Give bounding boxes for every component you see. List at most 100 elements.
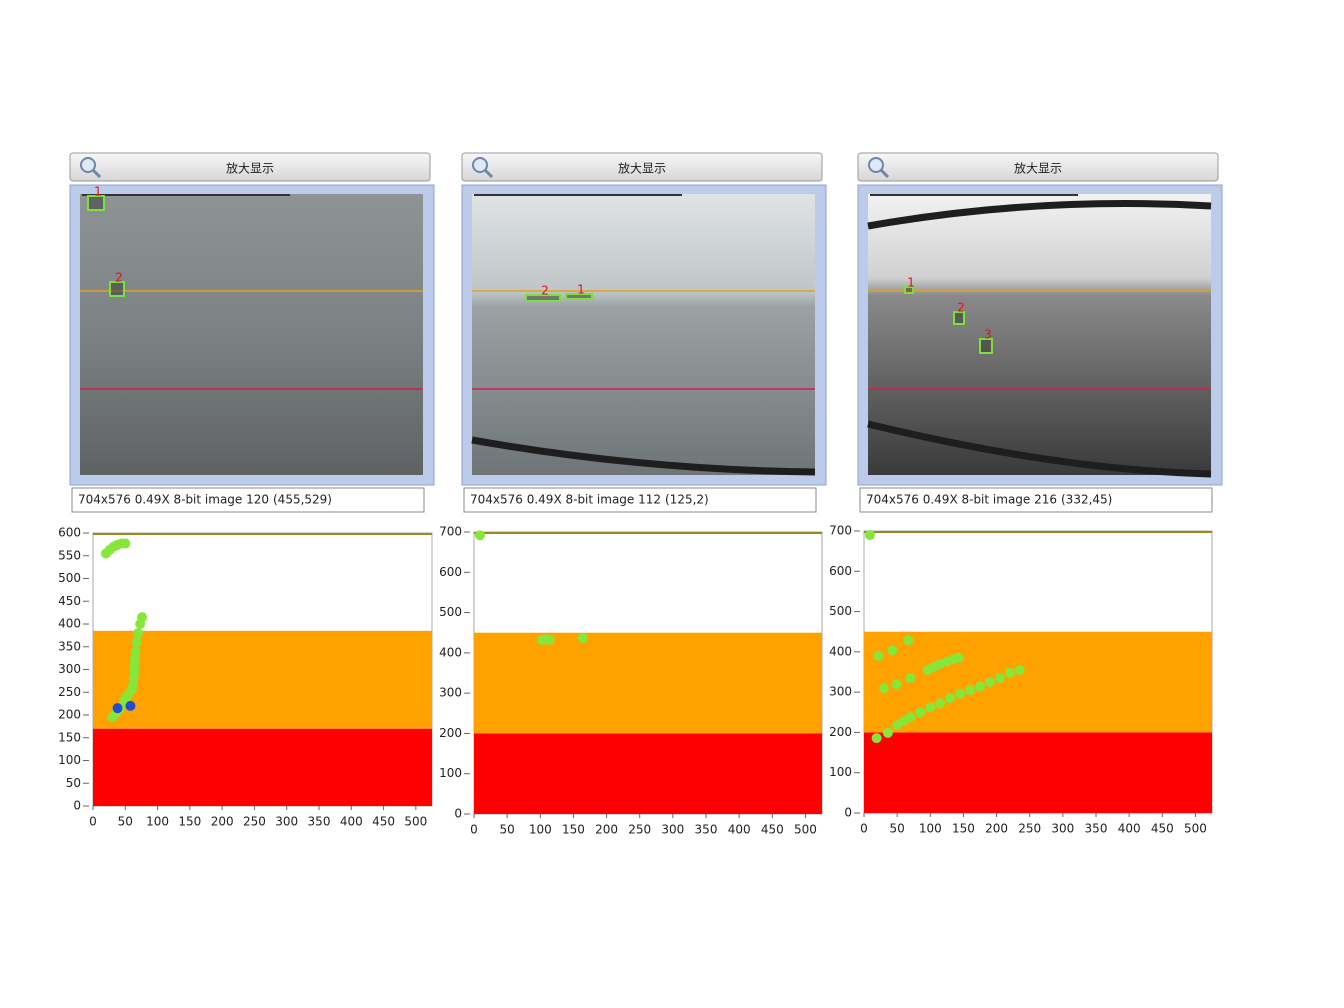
x-tick-label: 300 — [1051, 822, 1074, 836]
x-tick-label: 150 — [178, 815, 201, 829]
x-tick-label: 50 — [890, 822, 905, 836]
track-point — [1004, 667, 1015, 678]
target-box — [979, 338, 993, 354]
zoom-button[interactable] — [461, 152, 823, 182]
zoom-button[interactable] — [69, 152, 431, 182]
y-tick-label: 600 — [829, 564, 852, 578]
track-point — [125, 700, 136, 711]
button-label: 放大显示 — [226, 161, 274, 176]
target-box — [525, 294, 561, 302]
track-point — [112, 703, 123, 714]
target-label: 1 — [577, 283, 585, 297]
x-tick-label: 0 — [860, 822, 868, 836]
magnifier-handle — [879, 168, 890, 179]
target-label: 2 — [115, 271, 123, 285]
y-tick-label: 500 — [58, 571, 81, 585]
x-tick-label: 300 — [275, 815, 298, 829]
y-tick-label: 600 — [439, 565, 462, 579]
threshold-band — [864, 631, 1212, 733]
x-tick-label: 450 — [761, 823, 784, 837]
y-tick-label: 0 — [73, 799, 81, 813]
x-tick-label: 250 — [243, 815, 266, 829]
x-tick-label: 0 — [89, 815, 97, 829]
status-text: 704x576 0.49X 8-bit image 120 — [78, 493, 269, 507]
status-bar — [859, 487, 1213, 513]
x-tick-label: 150 — [952, 822, 975, 836]
y-tick-label: 0 — [454, 807, 462, 821]
track-point — [975, 681, 985, 692]
cable — [867, 200, 1212, 478]
magnifier-handle — [483, 168, 494, 179]
y-tick-label: 50 — [66, 776, 81, 790]
camera-image — [80, 194, 423, 475]
track-point — [864, 530, 875, 541]
x-tick-label: 250 — [1018, 822, 1041, 836]
x-tick-label: 50 — [500, 823, 515, 837]
track-point — [953, 652, 964, 663]
zoom-button[interactable] — [857, 152, 1219, 182]
track-point — [915, 707, 926, 718]
y-tick-label: 350 — [58, 639, 81, 653]
y-tick-label: 400 — [58, 617, 81, 631]
cursor-coords: (455,529) — [273, 493, 332, 507]
x-tick-label: 50 — [118, 815, 133, 829]
target-label: 2 — [541, 284, 549, 298]
track-point — [133, 628, 144, 639]
target-label: 1 — [907, 276, 915, 290]
x-tick-label: 400 — [728, 823, 751, 837]
status-text: 704x576 0.49X 8-bit image 216 — [866, 493, 1057, 507]
x-tick-label: 250 — [628, 823, 651, 837]
x-tick-label: 350 — [1085, 822, 1108, 836]
x-tick-label: 350 — [695, 823, 718, 837]
target-label: 3 — [984, 328, 992, 342]
target-box — [904, 286, 914, 294]
track-point — [137, 612, 148, 623]
track-point — [891, 679, 902, 690]
x-tick-label: 0 — [470, 823, 478, 837]
button-label: 放大显示 — [1014, 161, 1062, 176]
track-point — [965, 685, 976, 696]
cursor-coords: (125,2) — [665, 493, 709, 507]
y-tick-label: 600 — [58, 526, 81, 540]
threshold-band — [864, 732, 1212, 813]
y-tick-label: 200 — [829, 725, 852, 739]
x-tick-label: 200 — [595, 823, 618, 837]
track-point — [903, 635, 914, 646]
y-tick-label: 100 — [829, 765, 852, 779]
x-tick-label: 400 — [1118, 822, 1141, 836]
x-tick-label: 450 — [372, 815, 395, 829]
y-tick-label: 700 — [829, 524, 852, 538]
y-tick-label: 700 — [439, 525, 462, 539]
status-bar — [463, 487, 817, 513]
x-tick-label: 500 — [1184, 822, 1207, 836]
target-box — [87, 195, 105, 211]
track-point — [873, 650, 884, 661]
x-tick-label: 150 — [562, 823, 585, 837]
magnifier-icon — [868, 157, 884, 173]
x-tick-label: 450 — [1151, 822, 1174, 836]
y-tick-label: 300 — [439, 686, 462, 700]
track-point — [955, 688, 966, 699]
y-tick-label: 0 — [844, 806, 852, 820]
y-tick-label: 400 — [829, 644, 852, 658]
track-point — [905, 673, 916, 684]
camera-image — [868, 194, 1211, 475]
target-box — [565, 293, 593, 300]
target-box — [953, 311, 965, 325]
x-tick-label: 500 — [794, 823, 817, 837]
y-tick-label: 400 — [439, 645, 462, 659]
threshold-band — [93, 728, 432, 806]
x-tick-label: 100 — [529, 823, 552, 837]
x-tick-label: 300 — [661, 823, 684, 837]
y-tick-label: 500 — [829, 604, 852, 618]
track-point — [878, 683, 889, 694]
track-point — [945, 693, 956, 704]
y-tick-label: 200 — [58, 708, 81, 722]
target-label: 1 — [94, 185, 102, 199]
track-point — [984, 677, 995, 688]
magnifier-icon — [472, 157, 488, 173]
y-tick-label: 250 — [58, 685, 81, 699]
track-point — [474, 530, 485, 541]
x-tick-label: 200 — [211, 815, 234, 829]
